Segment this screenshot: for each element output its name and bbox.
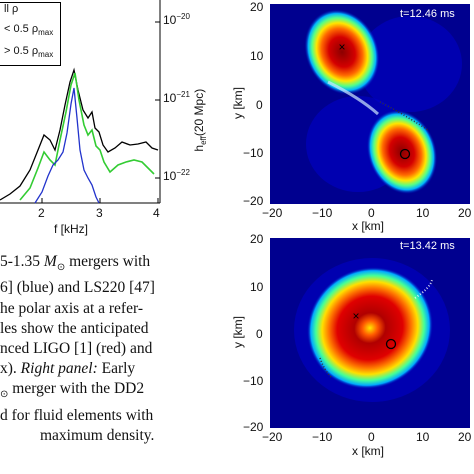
x-tick-label: −10 — [312, 206, 333, 220]
caption-line: x). Right panel: Early — [0, 360, 136, 378]
h-eff-axis-label: heff(20 Mpc) — [191, 88, 209, 152]
x-tick-label: 0 — [368, 206, 375, 220]
star-upper-left — [304, 9, 380, 95]
x-tick-label: 20 — [458, 206, 472, 220]
x-marker: × — [338, 40, 345, 54]
star-lower-right — [366, 109, 438, 195]
x-marker: × — [352, 309, 359, 323]
merger-remnant — [306, 266, 434, 390]
legend-entry-all: ll ρ — [4, 3, 19, 15]
figure-caption: 5-1.35 M⊙ mergers with 6] (blue) and LS2… — [0, 252, 230, 446]
circle-marker — [385, 338, 397, 350]
caption-line: les show the anticipated — [0, 319, 149, 337]
spectrum-black-curve — [0, 67, 159, 201]
y-tick-label: 0 — [256, 327, 263, 341]
y-tick-label: 10−21 — [163, 90, 190, 105]
x-tick-label: −20 — [262, 206, 283, 220]
legend-box: ll ρ < 0.5 ρmax > 0.5 ρmax — [0, 2, 61, 66]
caption-line: maximum density. — [40, 426, 155, 444]
legend-entry-low: < 0.5 ρmax — [4, 23, 54, 38]
y-tick-label: −20 — [243, 420, 264, 434]
y-axis-label: y [km] — [231, 87, 245, 119]
legend-entry-high: > 0.5 ρmax — [4, 45, 54, 60]
caption-line: 5-1.35 M⊙ mergers with — [0, 253, 151, 274]
y-tick-label: 10 — [250, 280, 264, 294]
x-tick-label: 4 — [153, 206, 160, 220]
circle-marker — [399, 148, 411, 160]
caption-line: ⊙ merger with the DD2 — [0, 380, 145, 401]
x-tick-label: −20 — [262, 430, 283, 444]
x-tick-label: −10 — [312, 430, 333, 444]
x-axis-label: f [kHz] — [54, 222, 89, 236]
y-tick-label: −10 — [243, 374, 264, 388]
caption-line: he polar axis at a refer- — [0, 299, 143, 317]
time-label-bottom: t=13.42 ms — [400, 240, 455, 252]
y-tick-label: 10 — [250, 49, 264, 63]
x-tick-label: 10 — [416, 430, 430, 444]
y-tick-label: 20 — [250, 0, 264, 14]
caption-line: nced LIGO [1] (red) and — [0, 339, 153, 357]
caption-line: 6] (blue) and LS220 [47] — [0, 279, 155, 297]
strain-spectrum-plot — [0, 0, 161, 204]
x-axis-label: x [km] — [352, 444, 384, 458]
x-axis-label: x [km] — [352, 219, 384, 233]
x-tick-label: 3 — [96, 206, 103, 220]
time-label-top: t=12.46 ms — [400, 8, 455, 20]
x-tick-label: 10 — [416, 206, 430, 220]
y-tick-label: 10−22 — [163, 168, 190, 183]
y-axis-label: y [km] — [231, 316, 245, 348]
x-tick-label: 0 — [368, 430, 375, 444]
spectrum-green-curve — [19, 72, 155, 201]
density-map-top: × — [270, 4, 470, 204]
y-tick-label: −10 — [243, 146, 264, 160]
density-map-bottom: × — [270, 238, 470, 428]
spectrum-blue-curve — [34, 87, 100, 204]
y-tick-label: 0 — [256, 98, 263, 112]
caption-line: d for fluid elements with — [0, 406, 154, 424]
y-tick-label: −20 — [243, 194, 264, 208]
y-tick-label: 20 — [250, 232, 264, 246]
x-tick-label: 2 — [38, 206, 45, 220]
x-tick-label: 20 — [458, 430, 472, 444]
y-tick-label: 10−20 — [163, 12, 190, 27]
